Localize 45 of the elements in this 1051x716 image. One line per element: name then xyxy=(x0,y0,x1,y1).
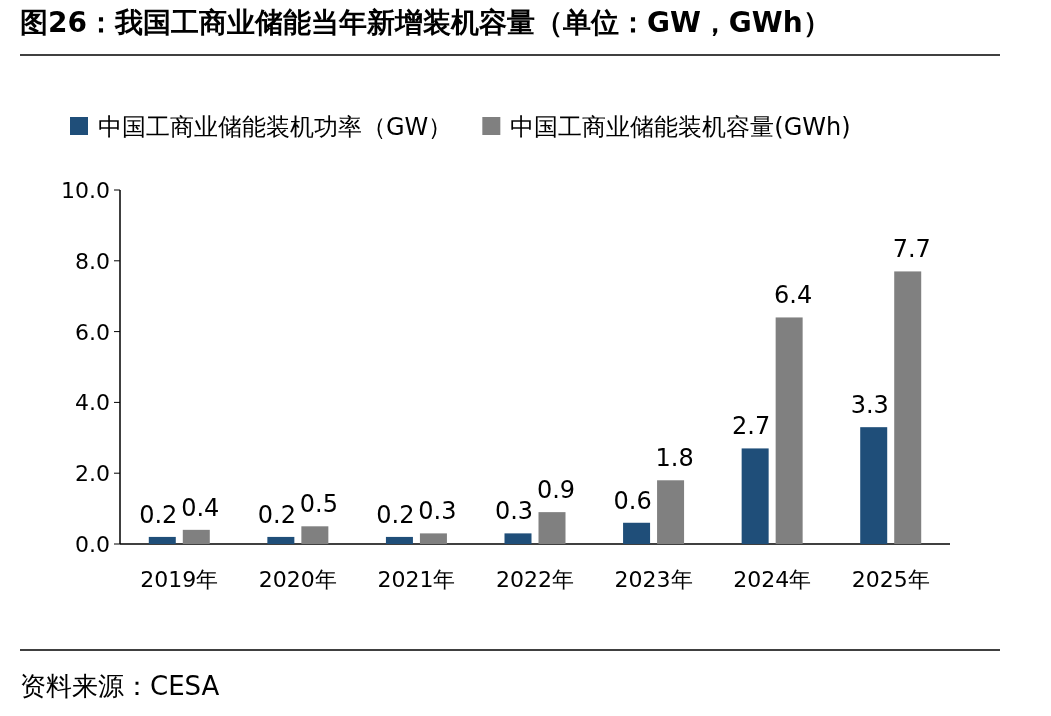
bar xyxy=(860,427,888,544)
data-label: 7.7 xyxy=(892,235,931,264)
data-label: 2.7 xyxy=(732,412,771,441)
bar xyxy=(148,536,176,544)
bar xyxy=(741,448,769,544)
x-tick-label: 2021年 xyxy=(377,567,456,592)
bar xyxy=(894,271,922,544)
data-label: 0.9 xyxy=(536,476,576,505)
data-label: 0.2 xyxy=(257,500,296,529)
data-label: 3.3 xyxy=(850,391,889,420)
data-label: 0.5 xyxy=(299,490,338,519)
data-label: 0.2 xyxy=(376,500,415,529)
chart-title: 图26：我国工商业储能当年新增装机容量（单位：GW，GWh） xyxy=(20,6,831,39)
bar xyxy=(657,480,685,544)
data-label: 0.3 xyxy=(418,497,457,526)
y-tick-label: 8.0 xyxy=(75,248,110,274)
y-tick-label: 6.0 xyxy=(75,319,110,345)
data-label: 0.2 xyxy=(139,500,178,529)
x-tick-label: 2025年 xyxy=(851,567,930,592)
bar xyxy=(623,522,651,544)
data-label: 6.4 xyxy=(774,281,813,310)
y-tick-label: 0.0 xyxy=(75,532,110,557)
y-tick-label: 4.0 xyxy=(75,390,110,416)
x-tick-label: 2022年 xyxy=(496,567,574,592)
y-tick-label: 10.0 xyxy=(61,178,110,203)
text: 资料来源：CESA xyxy=(20,671,220,701)
bar xyxy=(538,512,566,544)
data-label: 0.3 xyxy=(494,497,534,526)
x-tick-label: 2023年 xyxy=(614,567,693,592)
legend-label: 中国工商业储能装机功率（GW） xyxy=(98,113,453,141)
bar xyxy=(775,317,803,544)
x-tick-label: 2024年 xyxy=(733,567,812,592)
bar xyxy=(419,533,447,544)
data-label: 0.4 xyxy=(181,493,220,522)
bar xyxy=(385,536,413,544)
x-tick-label: 2019年 xyxy=(140,567,219,592)
data-label: 0.6 xyxy=(613,486,652,515)
bar xyxy=(182,529,210,544)
bar xyxy=(301,526,329,544)
legend-label: 中国工商业储能装机容量(GWh) xyxy=(510,113,851,141)
bar xyxy=(267,536,295,544)
data-label: 1.8 xyxy=(655,444,694,473)
y-tick-label: 2.0 xyxy=(75,461,110,487)
bar xyxy=(504,533,532,544)
x-tick-label: 2020年 xyxy=(258,567,337,592)
